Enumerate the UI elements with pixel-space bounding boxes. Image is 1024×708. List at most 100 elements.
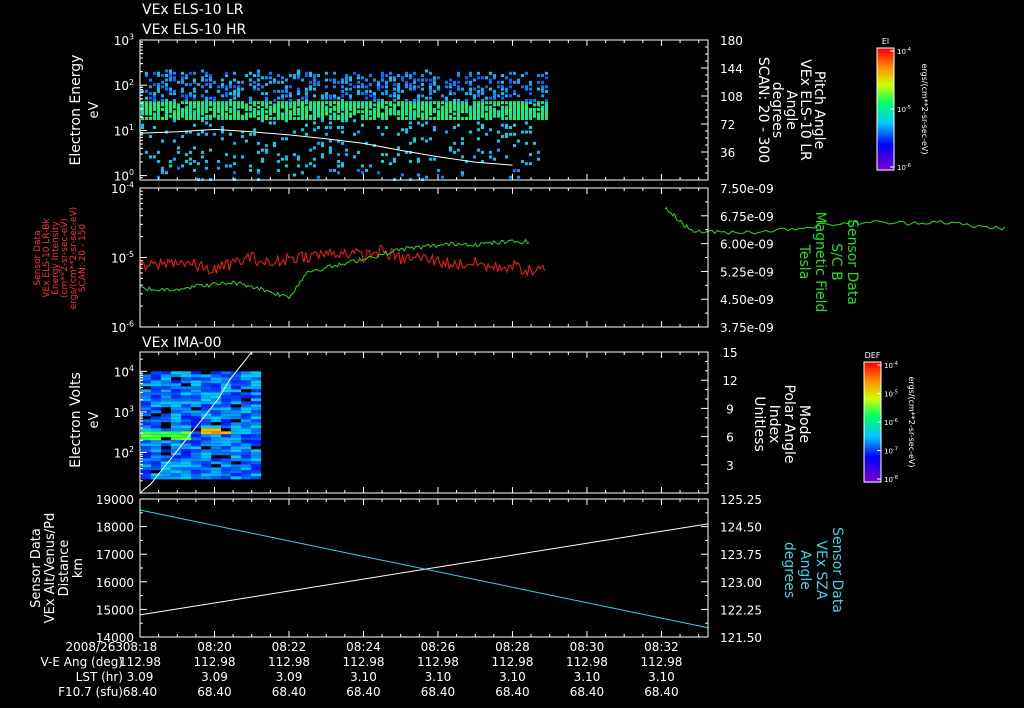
colorbar-cell [864, 426, 881, 429]
heat-cell [345, 74, 348, 78]
heat-cell [141, 404, 151, 408]
heat-cell [141, 431, 151, 435]
heat-cell [321, 116, 324, 120]
heat-cell [233, 89, 236, 93]
heat-cell [245, 107, 248, 111]
heat-cell [493, 74, 496, 78]
heat-cell [249, 71, 252, 75]
heat-cell [357, 80, 360, 84]
heat-cell [225, 112, 228, 116]
heat-cell [181, 374, 191, 378]
heat-cell [157, 159, 160, 163]
colorbar-layer: El10-410-510-6ergs/(cm**2-sr-sec-eV)DEF1… [863, 37, 929, 484]
heat-cell [297, 69, 300, 73]
heat-cell [525, 85, 528, 89]
heat-cell [151, 407, 161, 411]
heat-cell [213, 114, 216, 118]
heat-cell [337, 96, 340, 100]
heat-cell [191, 401, 201, 405]
heat-cell [361, 85, 364, 89]
y2-tick-label: 36 [720, 146, 735, 160]
heat-cell [201, 401, 211, 405]
heat-cell [191, 404, 201, 408]
heat-cell [253, 128, 256, 132]
colorbar-cell [877, 50, 894, 53]
heat-cell [209, 148, 212, 152]
heat-cell [473, 78, 476, 82]
heat-cell [417, 78, 420, 82]
heat-cell [181, 404, 191, 408]
heat-cell [297, 89, 300, 93]
heat-cell [211, 383, 221, 387]
heat-cell [393, 110, 396, 114]
heat-cell [161, 452, 171, 456]
heat-cell [385, 126, 388, 130]
heat-cell [429, 92, 432, 96]
heat-cell [141, 101, 144, 105]
heat-cell [201, 443, 211, 447]
heat-cell [541, 110, 544, 114]
heat-cell [397, 112, 400, 116]
heat-cell [425, 105, 428, 109]
heat-cell [505, 132, 508, 136]
heat-cell [161, 440, 171, 444]
heat-cell [413, 105, 416, 109]
heat-cell [545, 76, 548, 80]
heat-cell [369, 112, 372, 116]
heat-cell [517, 110, 520, 114]
heat-cell [489, 116, 492, 120]
heat-cell [353, 155, 356, 159]
heat-cell [221, 78, 224, 82]
heat-cell [533, 107, 536, 111]
heat-cell [305, 110, 308, 114]
y-axis-label: VEx Alt/Venus/Pd [43, 513, 58, 624]
time-row-value: 68.40 [421, 685, 455, 699]
heat-cell [161, 476, 171, 480]
heat-cell [213, 98, 216, 102]
colorbar-cell [864, 402, 881, 405]
heat-cell [293, 103, 296, 107]
heat-cell [231, 380, 241, 384]
heat-cell [231, 377, 241, 381]
heat-cell [529, 114, 532, 118]
heat-cell [181, 386, 191, 390]
colorbar-cell [864, 416, 881, 419]
heat-cell [421, 116, 424, 120]
heat-cell [541, 101, 544, 105]
colorbar-cell [864, 454, 881, 457]
heat-cell [545, 116, 548, 120]
heat-cell [425, 69, 428, 73]
heat-cell [161, 416, 171, 420]
heat-cell [221, 428, 231, 432]
heat-cell [245, 139, 248, 143]
colorbar-cell [877, 131, 894, 134]
heat-cell [409, 159, 412, 163]
heat-cell [445, 112, 448, 116]
heat-cell [377, 126, 380, 130]
heat-cell [251, 431, 261, 435]
heat-cell [341, 126, 344, 130]
heat-cell [513, 80, 516, 84]
heat-cell [233, 92, 236, 96]
heat-cell [149, 103, 152, 107]
heat-cell [317, 107, 320, 111]
heat-cell [361, 76, 364, 80]
colorbar-cell [877, 163, 894, 167]
heat-cell [205, 121, 208, 125]
colorbar-cell [864, 434, 881, 437]
heat-cell [221, 473, 231, 477]
heat-cell [393, 157, 396, 161]
y2-axis-label: Magnetic Field [812, 212, 828, 313]
heat-cell [421, 107, 424, 111]
time-row-value: 68.40 [570, 685, 604, 699]
heat-cell [157, 101, 160, 105]
heat-cell [253, 87, 256, 91]
colorbar-cell [864, 460, 881, 463]
time-row-label: 2008/263 [66, 640, 124, 654]
heat-cell [461, 155, 464, 159]
heat-cell [251, 458, 261, 462]
time-row-value: 68.40 [197, 685, 231, 699]
heat-cell [221, 440, 231, 444]
heat-cell [185, 130, 188, 134]
heat-cell [249, 78, 252, 82]
